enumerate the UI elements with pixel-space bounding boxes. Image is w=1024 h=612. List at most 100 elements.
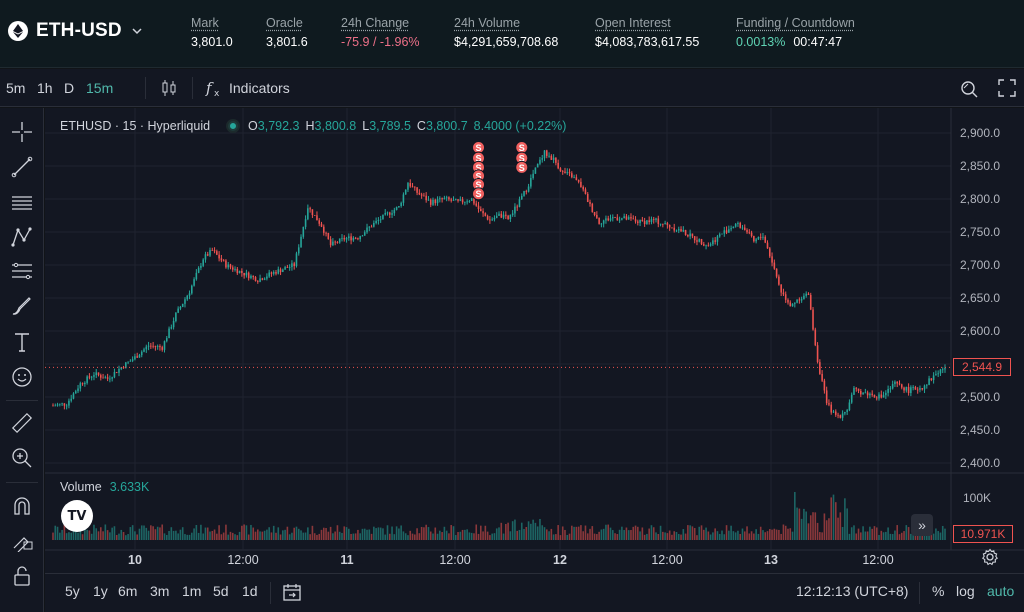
symbol-label[interactable]: ETHUSD · 15 · Hyperliquid: [60, 119, 211, 133]
volume-bar: [479, 525, 482, 540]
volume-bar: [163, 533, 166, 540]
volume-bar: [375, 528, 377, 540]
volume-bar: [423, 527, 425, 540]
volume-bar: [885, 531, 887, 540]
candle-body: [125, 362, 127, 368]
emoji-icon[interactable]: [10, 365, 34, 389]
volume-bar: [559, 535, 562, 540]
candle-body: [871, 393, 873, 395]
interval-1h[interactable]: 1h: [37, 80, 53, 96]
chevron-down-icon[interactable]: [130, 24, 144, 38]
drawing-toolbar: [0, 108, 44, 612]
crosshair-icon[interactable]: [10, 120, 34, 144]
volume-bar: [129, 527, 132, 540]
candles-icon[interactable]: [158, 77, 180, 99]
y-tick-label: 2,900.0: [960, 126, 1000, 140]
candle-body: [894, 381, 896, 385]
chart-canvas[interactable]: 2,900.0 2,850.0 2,800.0 2,750.0 2,700.0 2,650…: [45, 108, 1024, 573]
candle-body: [454, 199, 457, 201]
interval-d[interactable]: D: [64, 80, 75, 96]
date-range-icon[interactable]: [281, 581, 303, 603]
candle-body: [816, 345, 819, 363]
sell-marker-label: S: [519, 163, 525, 173]
candle-body: [505, 214, 507, 216]
volume-bar: [311, 525, 314, 540]
interval-5m[interactable]: 5m: [6, 80, 26, 96]
stat-label[interactable]: 24h Volume: [454, 16, 521, 30]
chart-bottom-bar: 5y 1y 6m 3m 1m 5d 1d 12:12:13 (UTC+8) % …: [45, 573, 1024, 612]
volume-bar: [65, 533, 68, 540]
volume-bar: [475, 524, 478, 540]
settings-gear-icon[interactable]: [981, 548, 999, 566]
market-selector[interactable]: ETH-USD: [8, 20, 144, 42]
candle-body: [532, 173, 534, 179]
volume-bar: [673, 531, 676, 540]
candle-body: [388, 212, 391, 215]
price-chart[interactable]: 2,900.0 2,850.0 2,800.0 2,750.0 2,700.0 2,650…: [45, 108, 1024, 573]
range-1m[interactable]: 1m: [182, 583, 202, 599]
volume-bar: [891, 534, 894, 540]
log-toggle[interactable]: log: [956, 583, 975, 599]
volume-bar: [291, 532, 293, 540]
volume-bar: [832, 494, 835, 540]
volume-bar: [466, 529, 468, 540]
lock-drawings-icon[interactable]: [10, 528, 34, 552]
screenshot-icon[interactable]: [958, 77, 980, 99]
lock-icon[interactable]: [10, 564, 34, 588]
legend-low: 3,789.5: [369, 119, 411, 133]
interval-15m[interactable]: 15m: [86, 80, 114, 96]
trend-line-icon[interactable]: [10, 155, 34, 179]
stat-label[interactable]: Funding / Countdown: [736, 16, 855, 30]
range-1d[interactable]: 1d: [242, 583, 258, 599]
candle-body: [557, 162, 559, 169]
candle-body: [368, 226, 371, 228]
candle-body: [268, 272, 270, 277]
text-icon[interactable]: [10, 330, 34, 354]
y-tick-label: 2,700.0: [960, 258, 1000, 272]
clock-timezone[interactable]: 12:12:13 (UTC+8): [796, 583, 909, 599]
range-1y[interactable]: 1y: [93, 583, 108, 599]
range-5d[interactable]: 5d: [213, 583, 229, 599]
candle-body: [819, 362, 821, 374]
horizontal-lines-icon[interactable]: [10, 191, 34, 215]
range-3m[interactable]: 3m: [150, 583, 170, 599]
percent-toggle[interactable]: %: [932, 583, 945, 599]
ruler-icon[interactable]: [10, 411, 34, 435]
stat-label[interactable]: 24h Change: [341, 16, 410, 30]
volume-bar: [523, 528, 525, 540]
fib-retracement-icon[interactable]: [10, 259, 34, 283]
candle-body: [545, 150, 548, 156]
candle-body: [159, 346, 161, 348]
zoom-in-icon[interactable]: [10, 446, 34, 470]
candle-body: [850, 394, 853, 403]
fullscreen-icon[interactable]: [996, 77, 1018, 99]
legend-close: 3,800.7: [425, 119, 468, 133]
scroll-to-realtime-button[interactable]: »: [911, 514, 933, 536]
candle-body: [848, 402, 851, 411]
stat-label[interactable]: Oracle: [266, 16, 303, 30]
candle-body: [625, 216, 628, 220]
volume-bar: [325, 528, 327, 540]
range-5y[interactable]: 5y: [65, 583, 80, 599]
candle-body: [700, 239, 703, 245]
volume-bar: [93, 524, 95, 540]
indicators-button[interactable]: Indicators: [229, 80, 290, 96]
last-volume-tag: 10.971K: [953, 525, 1013, 543]
auto-toggle[interactable]: auto: [987, 583, 1015, 599]
stat-label[interactable]: Open Interest: [595, 16, 671, 30]
candle-body: [550, 155, 553, 160]
candle-body: [709, 244, 712, 246]
volume-bar: [263, 530, 266, 540]
brush-icon[interactable]: [10, 294, 34, 318]
magnet-icon[interactable]: [10, 494, 34, 518]
pattern-icon[interactable]: [10, 225, 34, 249]
range-6m[interactable]: 6m: [118, 583, 138, 599]
volume-bar: [179, 529, 182, 540]
candle-body: [191, 285, 193, 294]
y-tick-label: 2,800.0: [960, 192, 1000, 206]
stat-label[interactable]: Mark: [191, 16, 219, 30]
volume-bar: [507, 522, 509, 540]
tradingview-logo[interactable]: TV: [61, 500, 93, 532]
candle-body: [402, 194, 405, 203]
